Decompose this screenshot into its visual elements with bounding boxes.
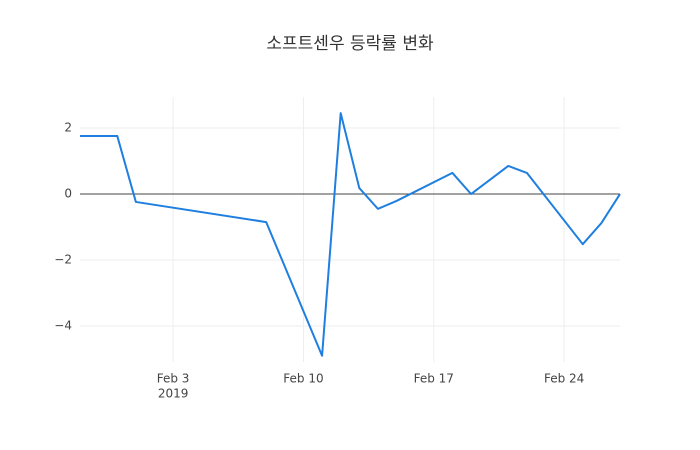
y-tick-label: 0 <box>64 187 72 201</box>
y-tick-label: 2 <box>64 121 72 135</box>
line <box>80 112 621 357</box>
y-tick-label: −2 <box>54 253 72 267</box>
x-tick-label: Feb 24 <box>544 372 584 386</box>
x-tick-label: Feb 3 <box>157 372 190 386</box>
x-tick-label: Feb 10 <box>283 372 323 386</box>
chart-title: 소프트센우 등락률 변화 <box>266 34 434 54</box>
x-tick-label: Feb 17 <box>414 372 454 386</box>
x-year-label: 2019 <box>158 387 189 401</box>
y-tick-label: −4 <box>54 319 72 333</box>
